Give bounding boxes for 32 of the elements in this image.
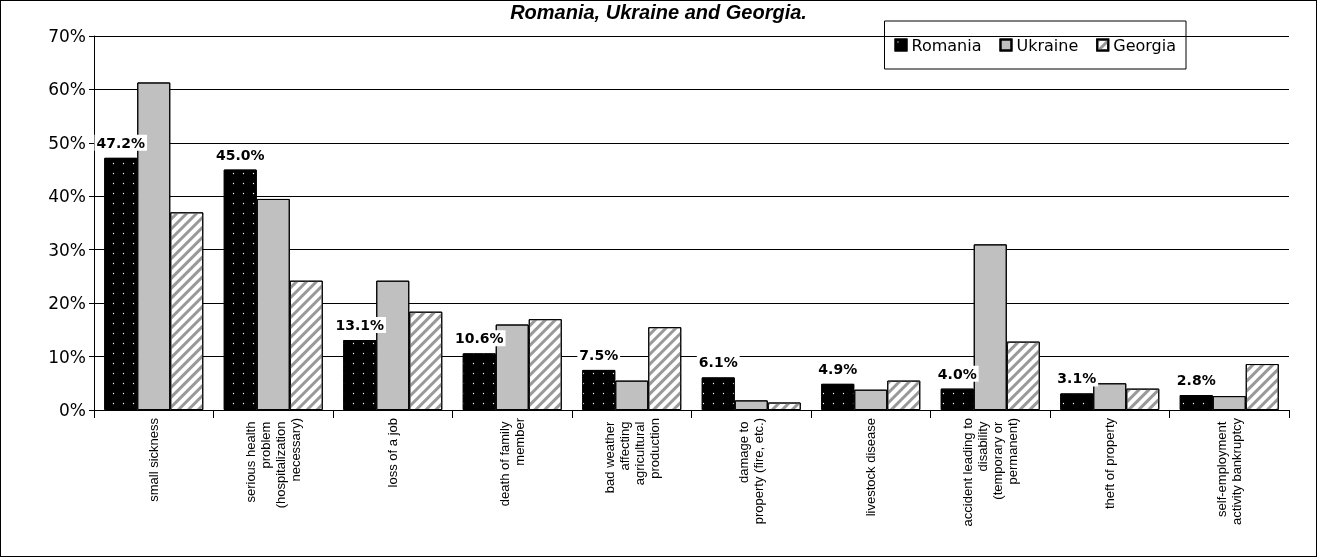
data-label: 6.1% (698, 354, 738, 371)
legend-label: Romania (911, 35, 982, 55)
y-tick-label: 0% (59, 400, 86, 420)
legend-label: Georgia (1113, 35, 1176, 55)
y-tick-label: 50% (48, 132, 86, 153)
y-tick-label: 40% (48, 186, 86, 207)
x-tick-label: livestock disease (863, 418, 879, 517)
data-label: 7.5% (579, 346, 619, 363)
x-tick-label: bad weather affecting agricultural production (601, 418, 662, 494)
legend-label: Ukraine (1016, 35, 1079, 55)
x-tick-label: theft of property (1102, 417, 1118, 510)
x-tick-label: death of family member (497, 417, 528, 507)
x-tick-label: accident leading to disability (temporary or permanent) (960, 418, 1021, 527)
data-label: 4.9% (818, 360, 858, 377)
x-tick-label: self-employment activity bankruptcy (1214, 417, 1245, 525)
y-tick-label: 10% (48, 346, 86, 367)
data-label: 47.2% (96, 134, 146, 151)
y-tick-label: 30% (48, 239, 86, 260)
y-tick-label: 60% (48, 79, 86, 100)
data-label: 13.1% (335, 317, 385, 334)
data-label: 4.0% (937, 365, 977, 382)
x-tick-label: small sickness (146, 417, 162, 502)
x-tick-label: serious health problem (hospitalization necessary) (243, 418, 304, 509)
y-tick-label: 20% (48, 293, 86, 314)
data-label: 45.0% (215, 146, 265, 163)
data-label: 2.8% (1176, 372, 1216, 389)
y-tick-label: 70% (48, 26, 86, 46)
x-tick-label: damage to property (fire, etc.) (736, 418, 767, 525)
x-tick-label: loss of a job (385, 418, 401, 488)
data-label: 10.6% (454, 330, 504, 347)
chart-title: Romania, Ukraine and Georgia. (510, 1, 807, 23)
data-label: 3.1% (1057, 370, 1097, 387)
